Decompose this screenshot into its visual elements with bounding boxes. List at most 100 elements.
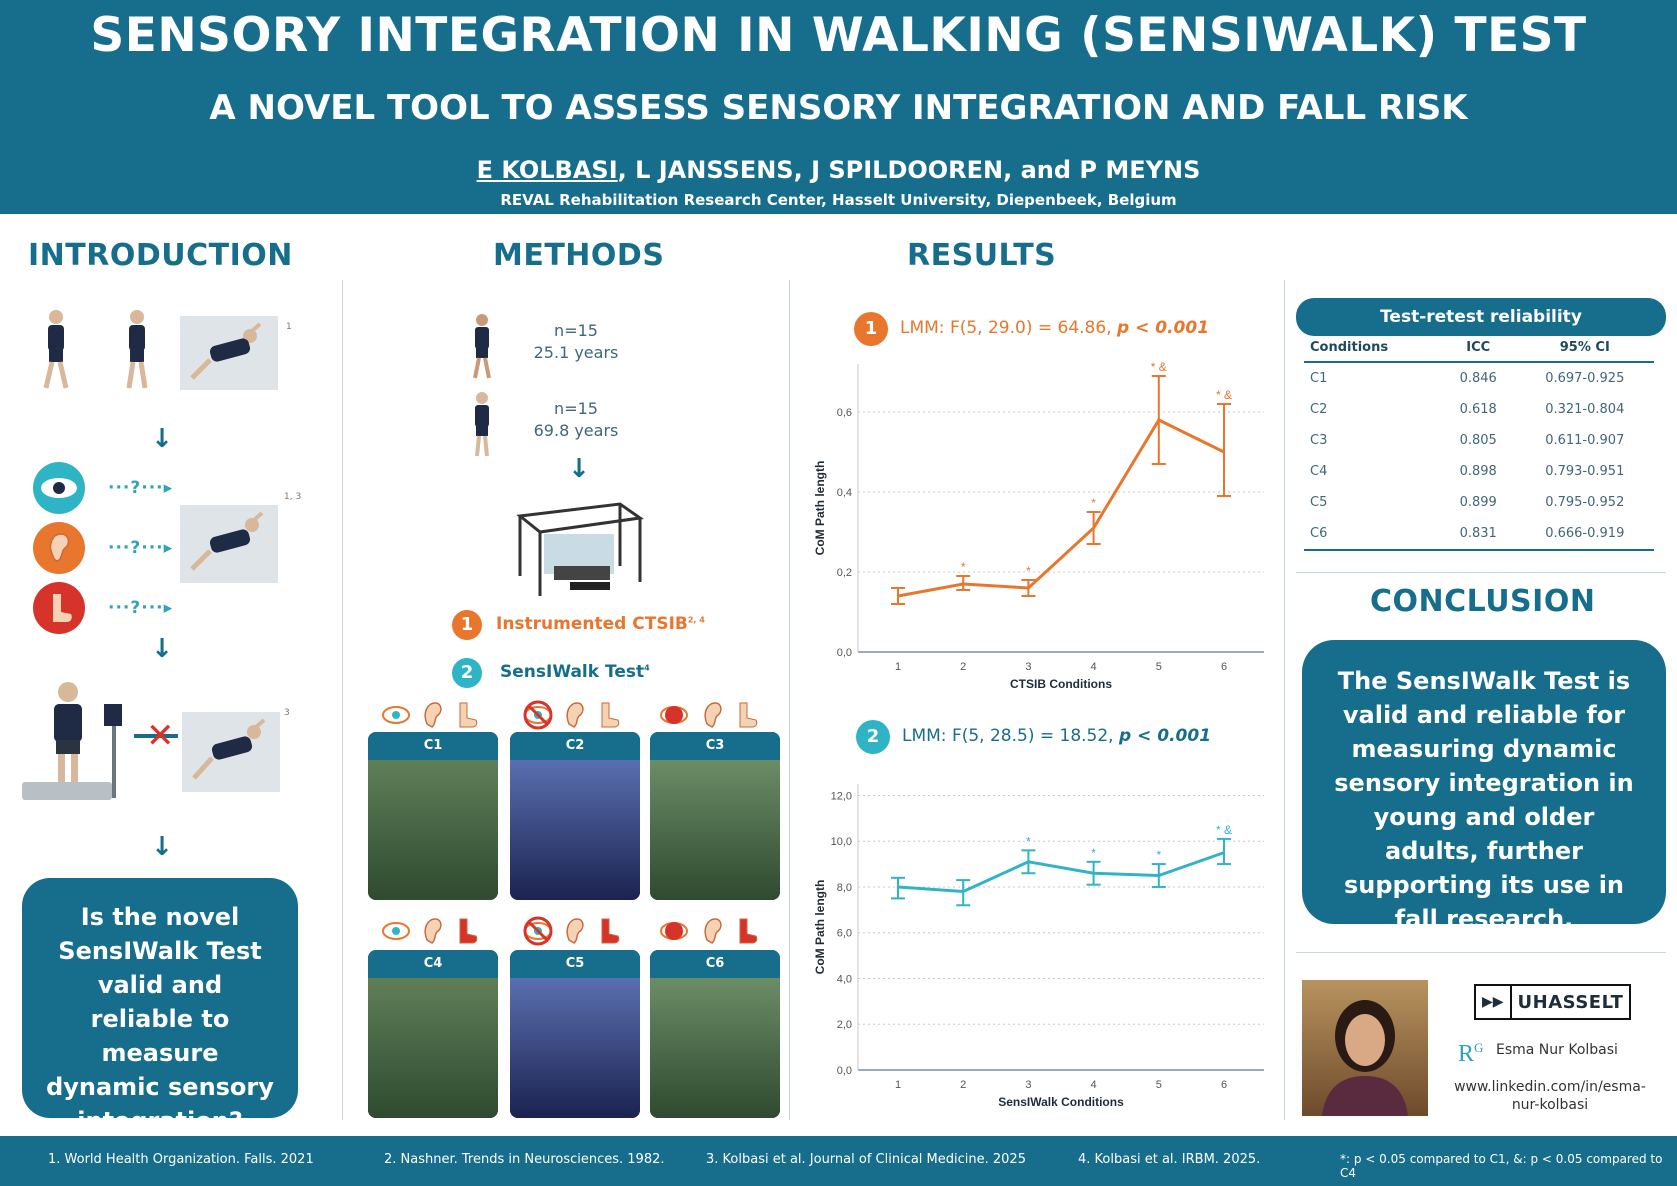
condition-sensory-icons-row-1 xyxy=(382,700,758,730)
treadmill-scene xyxy=(368,760,498,900)
x-tick-label: 6 xyxy=(1221,661,1227,673)
research-question-box: Is the novel SensIWalk Test valid and re… xyxy=(22,878,298,1135)
conclusion-heading: CONCLUSION xyxy=(1370,584,1596,619)
foot-icon xyxy=(739,702,758,728)
eye-icon xyxy=(660,706,688,724)
condition-label: C3 xyxy=(650,732,780,760)
table-cell: 0.321-0.804 xyxy=(1545,402,1625,417)
y-axis-label: CoM Path length xyxy=(813,461,827,556)
research-question: Is the novel SensIWalk Test valid and re… xyxy=(46,903,274,1135)
walking-person-figure xyxy=(43,310,69,389)
table-cell: 0.795-0.952 xyxy=(1545,495,1625,510)
table-cell: C6 xyxy=(1310,526,1328,541)
condition-label: C6 xyxy=(650,950,780,978)
condition-label: C5 xyxy=(510,950,640,978)
methods-heading: METHODS xyxy=(493,238,665,273)
ctsib-label: Instrumented CTSIB2, 4 xyxy=(496,614,705,634)
foot-icon xyxy=(459,702,478,728)
older-group-age: 69.8 years xyxy=(533,421,619,440)
y-tick-label: 2,0 xyxy=(837,1019,852,1031)
eye-icon xyxy=(33,462,85,514)
falling-person-figure xyxy=(182,712,280,792)
x-tick-label: 2 xyxy=(960,661,966,673)
x-tick-label: 5 xyxy=(1156,661,1162,673)
young-group-size: n=15 xyxy=(554,321,598,340)
table-row: C5 0.899 0.795-0.952 xyxy=(1304,487,1654,518)
table-row: C1 0.846 0.697-0.925 xyxy=(1304,362,1654,394)
sensiwalk-number-badge: 2 xyxy=(452,658,482,688)
author-list: E KOLBASI, L JANSSENS, J SPILDOOREN, and… xyxy=(0,156,1677,184)
series-line xyxy=(897,851,1225,894)
reference-superscript: 3 xyxy=(284,708,290,718)
x-tick-label: 3 xyxy=(1025,1079,1031,1091)
significance-marker: * xyxy=(1026,834,1031,848)
y-tick-label: 4,0 xyxy=(837,973,852,985)
x-tick-label: 3 xyxy=(1025,661,1031,673)
virtual-reality-lab-figure xyxy=(516,502,644,596)
significance-note: *: p < 0.05 compared to C1, &: p < 0.05 … xyxy=(1340,1152,1663,1180)
treadmill-scene xyxy=(650,978,780,1118)
table-cell: 0.846 xyxy=(1459,371,1497,386)
table-row: C6 0.831 0.666-0.919 xyxy=(1304,518,1654,550)
condition-card-c1: C1 xyxy=(368,732,498,900)
table-cell: C3 xyxy=(1310,433,1328,448)
reference-superscript: 1 xyxy=(286,322,292,332)
researchgate-profile-link[interactable]: Esma Nur Kolbasi xyxy=(1496,1042,1618,1058)
x-tick-label: 4 xyxy=(1091,1079,1097,1091)
condition-card-c2: C2 xyxy=(510,732,640,900)
column-header: 95% CI xyxy=(1515,340,1654,363)
x-axis-label: CTSIB Conditions xyxy=(1010,677,1112,691)
chart1-stat: LMM: F(5, 29.0) = 64.86, p < 0.001 xyxy=(900,318,1210,338)
author-photo xyxy=(1302,980,1428,1116)
column-divider xyxy=(789,280,790,1120)
condition-label: C2 xyxy=(510,732,640,760)
linkedin-link[interactable]: www.linkedin.com/in/esma-nur-kolbasi xyxy=(1454,1079,1646,1113)
condition-card-c4: C4 xyxy=(368,950,498,1118)
cross-icon: ✕ xyxy=(146,716,175,756)
older-adult-figure xyxy=(475,392,489,457)
table-cell: 0.805 xyxy=(1459,433,1497,448)
x-tick-label: 1 xyxy=(895,1079,901,1091)
table-row: C4 0.898 0.793-0.951 xyxy=(1304,456,1654,487)
y-tick-label: 0,2 xyxy=(837,567,852,579)
table-cell: 0.618 xyxy=(1459,402,1497,417)
table-cell: 0.899 xyxy=(1459,495,1497,510)
foot-icon xyxy=(601,702,620,728)
results-heading: RESULTS xyxy=(907,238,1057,273)
unknown-link-arrow: ···?···▸ xyxy=(108,598,174,618)
significance-marker: * xyxy=(1091,846,1096,860)
table-cell: C1 xyxy=(1310,371,1328,386)
significance-marker: * & xyxy=(1216,823,1232,837)
unknown-link-arrow: ···?···▸ xyxy=(108,538,174,558)
treadmill-scene xyxy=(368,978,498,1118)
down-arrow-icon: ↓ xyxy=(151,832,173,862)
y-tick-label: 0,6 xyxy=(837,407,852,419)
y-tick-label: 6,0 xyxy=(837,928,852,940)
down-arrow-icon: ↓ xyxy=(151,424,173,454)
y-tick-label: 0,4 xyxy=(837,487,852,499)
other-authors: , L JANSSENS, J SPILDOOREN, and P MEYNS xyxy=(617,156,1201,184)
table-cell: 0.666-0.919 xyxy=(1545,526,1625,541)
sensiwalk-line-chart: 0,0 2,0 4,0 6,0 8,0 10,0 12,0 1 2 3 4 5 6 * * * * & SensI… xyxy=(813,784,1264,1109)
unknown-link-arrow: ···?···▸ xyxy=(108,478,174,498)
foot-icon xyxy=(601,918,620,944)
condition-label: C1 xyxy=(368,732,498,760)
chart1-number-badge: 1 xyxy=(854,312,888,346)
ear-icon xyxy=(704,702,722,728)
y-tick-label: 10,0 xyxy=(831,836,852,848)
table-cell: C5 xyxy=(1310,495,1328,510)
researchgate-icon: RG xyxy=(1458,1040,1484,1067)
eye-icon xyxy=(523,916,553,946)
chart2-number-badge: 2 xyxy=(856,720,890,754)
table-cell: 0.793-0.951 xyxy=(1545,464,1625,479)
condition-sensory-icons-row-2 xyxy=(382,916,758,946)
condition-card-c6: C6 xyxy=(650,950,780,1118)
uhasselt-logo: ▶▶ UHASSELT xyxy=(1474,984,1632,1020)
table-cell: 0.611-0.907 xyxy=(1545,433,1625,448)
first-author: E KOLBASI xyxy=(476,156,618,184)
falling-person-figure xyxy=(180,316,278,390)
eye-icon xyxy=(523,700,553,730)
foot-icon xyxy=(459,918,478,944)
reference-4: 4. Kolbasi et al. IRBM. 2025. xyxy=(1078,1152,1261,1167)
eye-icon xyxy=(382,922,410,940)
